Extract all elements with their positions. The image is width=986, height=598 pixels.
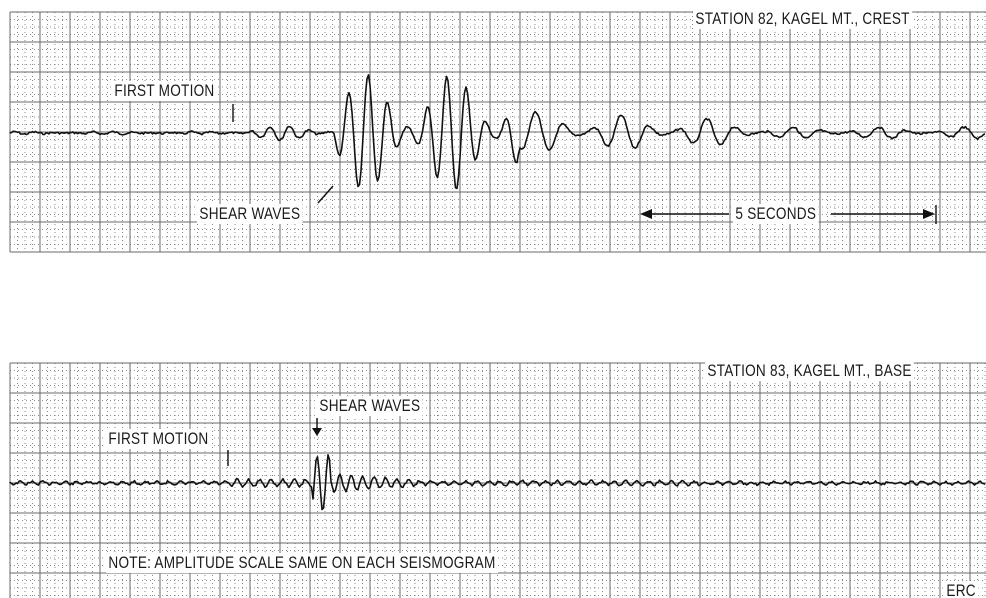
- shear-waves-label-83: SHEAR WAVES: [317, 396, 423, 416]
- seismic-trace-83: [9, 454, 986, 511]
- seismogram-82-plot: [9, 11, 986, 253]
- shear-waves-arrowhead-83: [312, 428, 322, 436]
- time-scale-label: 5 SECONDS: [733, 204, 819, 224]
- station-82-label: STATION 82, KAGEL MT., CREST: [693, 9, 913, 29]
- seismogram-83-plot: [9, 362, 986, 598]
- seismogram-station-82: STATION 82, KAGEL MT., CREST FIRST MOTIO…: [0, 0, 986, 253]
- seismogram-station-83: STATION 83, KAGEL MT., BASE SHEAR WAVES …: [0, 362, 986, 598]
- chart-grid: [9, 362, 986, 598]
- first-motion-label-82: FIRST MOTION: [112, 81, 217, 101]
- seismic-trace-82: [9, 74, 986, 190]
- credit-label: ERC: [944, 581, 979, 598]
- scale-arrowhead-left: [640, 209, 652, 219]
- station-83-label: STATION 83, KAGEL MT., BASE: [705, 362, 915, 381]
- shear-waves-label-82: SHEAR WAVES: [197, 204, 303, 224]
- first-motion-label-83: FIRST MOTION: [106, 429, 211, 449]
- chart-grid: [9, 11, 986, 253]
- scale-arrowhead-right: [923, 209, 935, 219]
- amplitude-note: NOTE: AMPLITUDE SCALE SAME ON EACH SEISM…: [106, 553, 498, 573]
- shear-waves-pointer-82: [317, 185, 334, 204]
